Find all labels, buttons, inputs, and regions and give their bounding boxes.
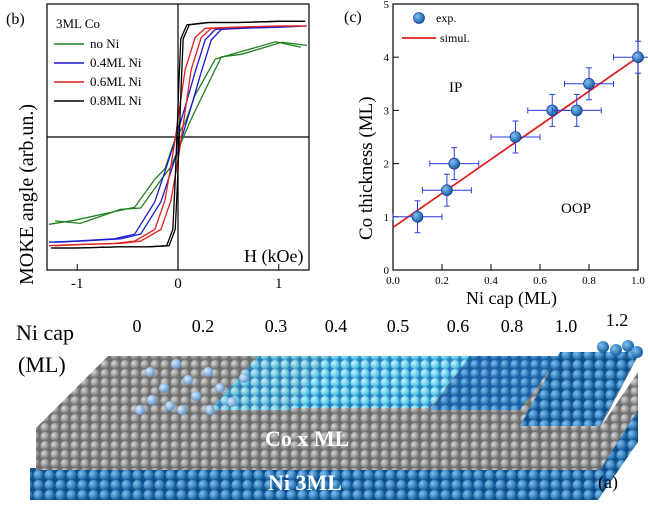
cap-extra-atoms: [597, 340, 643, 358]
sparse-cap-atom: [215, 383, 225, 393]
extra-atom: [631, 346, 643, 358]
extra-atom: [622, 340, 634, 352]
panel-b-legend-label: 0.8ML Ni: [90, 93, 142, 108]
cap-value-label: 0.4: [325, 316, 348, 336]
panel-b-y-axis-label: MOKE angle (arb.un.): [16, 104, 38, 285]
panel-a-illustration: Ni cap (ML) 0 0.2 0.3 0.4 0.5 0.6 0.8 1.0 1.2 Co…: [16, 310, 643, 500]
sparse-cap-atom: [191, 391, 201, 401]
panel-b-series-line: [55, 25, 308, 243]
cap-value-label: 1.0: [555, 316, 578, 336]
panel-c-point: [509, 131, 522, 143]
panel-b-series-line: [53, 20, 306, 249]
panel-c-legend-point: [413, 12, 425, 24]
panel-b-series-line: [55, 25, 307, 247]
panel-b-series-line: [48, 25, 301, 247]
sparse-cap-atom: [145, 367, 155, 377]
panel-c-y-tick-label: 1: [384, 212, 390, 224]
sparse-cap-atom: [203, 367, 213, 377]
co-slab-front: [36, 428, 600, 470]
extra-atom: [610, 344, 622, 356]
panel-c-y-tick-label: 5: [384, 0, 390, 11]
panel-c-y-axis-label: Co thickness (ML): [356, 96, 377, 240]
panel-b-label: (b): [6, 11, 25, 28]
panel-b-legend-label: 0.6ML Ni: [90, 74, 142, 89]
panel-b-legend-label: no Ni: [90, 36, 120, 51]
sparse-cap-atom: [135, 405, 145, 415]
panel-c-x-tick-label: 0.2: [435, 275, 449, 287]
panel-c-y-tick-label: 0: [384, 265, 390, 277]
cap-value-label: 0: [133, 316, 142, 336]
panel-b-x-tick-label: -1: [71, 276, 84, 292]
panel-b-ticks: -1 0 1: [47, 4, 309, 292]
cap-value-labels: 0 0.2 0.3 0.4 0.5 0.6 0.8 1.0 1.2: [133, 310, 629, 336]
cap-value-label: 1.2: [606, 310, 629, 330]
panel-b-series: [48, 20, 308, 249]
panel-c-legend: exp. simul.: [402, 11, 470, 45]
panel-b-x-tick-label: 1: [275, 276, 283, 292]
panel-c-point: [632, 51, 644, 64]
panel-c-point: [583, 78, 595, 90]
panel-c-legend-label: simul.: [440, 31, 470, 45]
sparse-cap-atom: [183, 375, 193, 385]
panel-b-x-axis-label: H (kOe): [244, 246, 303, 267]
ni-slab: [30, 405, 638, 500]
panel-c: (c) Co thickness (ML) 0.0 0.2 0.4 0.6 0.8 1.0…: [344, 0, 648, 309]
sparse-cap-atom: [171, 359, 181, 369]
sparse-cap-atom: [205, 405, 215, 415]
panel-c-x-tick-label: 0.6: [533, 275, 547, 287]
panel-c-x-tick-label: 0.8: [582, 275, 596, 287]
sparse-cap-atom: [159, 383, 169, 393]
panel-b-title: 3ML Co: [56, 16, 100, 31]
panel-c-point: [570, 104, 583, 117]
co-slab-side: [600, 372, 638, 470]
cap-value-label: 0.5: [387, 316, 410, 336]
sparse-cap-atom: [227, 397, 237, 407]
co-layer-label: Co x ML: [265, 426, 349, 451]
panel-c-x-tick-label: 0.4: [484, 275, 498, 287]
panel-c-x-tick-label: 1.0: [631, 275, 645, 287]
cap-region-mid: [430, 356, 560, 410]
cap-region-cyan: [290, 356, 470, 408]
panel-b-x-tick-label: 0: [174, 276, 182, 292]
panel-b-series-line: [50, 20, 303, 249]
panel-b: (b) MOKE angle (arb.un.) -1 0 1 3ML Co no …: [6, 3, 310, 292]
panel-c-y-tick-label: 2: [384, 159, 390, 171]
sparse-cap-atom: [147, 395, 157, 405]
sparse-cap-atom: [165, 401, 175, 411]
panel-b-legend: no Ni 0.4ML Ni 0.6ML Ni 0.8ML Ni: [54, 36, 142, 108]
cap-value-label: 0.6: [447, 316, 470, 336]
panel-c-points: [392, 40, 648, 234]
panel-c-frame: [392, 3, 639, 271]
annotation-oop: OOP: [561, 201, 591, 217]
panel-b-legend-label: 0.4ML Ni: [90, 55, 142, 70]
sparse-cap-atom: [177, 405, 187, 415]
cap-value-label: 0.8: [501, 316, 524, 336]
cap-value-label: 0.3: [265, 316, 288, 336]
panel-c-y-tick-label: 4: [384, 52, 390, 64]
panel-c-point: [411, 211, 424, 223]
sparse-cap-atoms: [135, 359, 249, 415]
panel-c-point: [441, 184, 453, 196]
panel-c-x-axis-label: Ni cap (ML): [466, 288, 557, 309]
ni-layer-label: Ni 3ML: [268, 470, 342, 495]
cap-axis-title-line2: (ML): [18, 352, 66, 377]
cap-axis-title-line1: Ni cap: [16, 320, 74, 345]
annotation-ip: IP: [449, 80, 462, 96]
sparse-cap-atom: [239, 373, 249, 383]
panel-c-x-tick-label: 0.0: [386, 275, 400, 287]
panel-c-label: (c): [344, 9, 362, 26]
cap-region-full: [520, 352, 640, 426]
panel-b-series-line: [48, 25, 301, 243]
extra-atom: [597, 341, 609, 353]
panel-c-point: [448, 157, 461, 170]
panel-a-label: (a): [598, 472, 618, 493]
panel-c-y-tick-label: 3: [384, 105, 390, 117]
cap-value-label: 0.2: [192, 316, 215, 336]
panel-c-ticks: 0.0 0.2 0.4 0.6 0.8 1.0 0 1 2 3 4 5: [384, 0, 646, 287]
panel-c-legend-label: exp.: [436, 11, 456, 25]
